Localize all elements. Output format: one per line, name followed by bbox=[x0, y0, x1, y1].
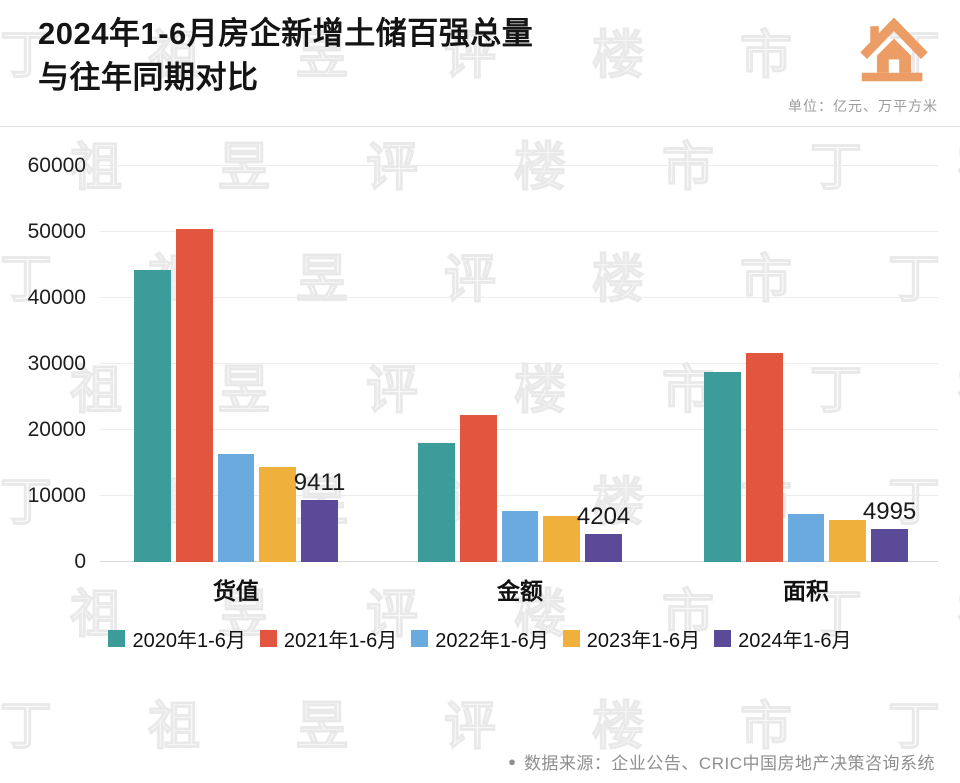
bar-s1-c2 bbox=[745, 352, 783, 562]
y-axis-tick-label: 20000 bbox=[27, 418, 86, 442]
y-axis-tick-label: 30000 bbox=[27, 352, 86, 375]
legend-label: 2021年1-6月 bbox=[283, 630, 398, 652]
bar-s0-c0 bbox=[134, 270, 171, 562]
bar-s4-c2: 4995 bbox=[863, 498, 916, 562]
legend-label: 2020年1-6月 bbox=[132, 630, 246, 652]
bar-s3-c2 bbox=[829, 520, 867, 562]
page-title-line-2: 与往年同期对比 bbox=[38, 60, 259, 96]
bar-s0-c2 bbox=[704, 371, 741, 562]
data-source-text: 数据来源：企业公告、CRIC中国房地产决策咨询系统 bbox=[523, 754, 935, 773]
bar-s1-c0 bbox=[175, 229, 213, 562]
bar-s2-c0 bbox=[217, 454, 255, 562]
legend-item-4: 2024年1-6月 bbox=[714, 624, 852, 653]
bullet-icon: ● bbox=[508, 754, 516, 769]
watermark-text: 丁祖昱评楼市丁祖昱评楼市丁祖昱评楼市 bbox=[0, 697, 960, 756]
bar-group-1: 4204 bbox=[418, 166, 630, 562]
legend-swatch-icon bbox=[259, 630, 277, 647]
bar-value-label: 4995 bbox=[862, 498, 917, 526]
bar-s2-c2 bbox=[787, 514, 825, 562]
bar-group-0: 9411 bbox=[134, 166, 345, 562]
y-axis-tick-label: 40000 bbox=[27, 286, 86, 310]
legend-item-1: 2021年1-6月 bbox=[259, 624, 398, 653]
bar-s0-c1 bbox=[418, 443, 455, 562]
bar-s3-c1 bbox=[543, 515, 581, 562]
chart-plot: 0 10000 20000 30000 40000 50000 60000 9411 4204 4… bbox=[28, 154, 938, 573]
chart-legend: 2020年1-6月 2021年1-6月 2022年1-6月 2023年1-6月 2024… bbox=[0, 624, 960, 653]
page-title: 2024年1-6月房企新增土储百强总量 与往年同期对比 bbox=[38, 12, 533, 100]
gridline bbox=[100, 231, 938, 232]
bar-value-label: 4204 bbox=[576, 503, 631, 531]
bar-s3-c0 bbox=[259, 466, 297, 562]
legend-swatch-icon bbox=[108, 630, 126, 647]
bar-value-label: 9411 bbox=[293, 468, 346, 496]
gridline bbox=[100, 495, 938, 497]
legend-swatch-icon bbox=[714, 630, 732, 647]
page-title-line-1: 2024年1-6月房企新增土储百强总量 bbox=[38, 16, 534, 51]
gridline bbox=[100, 429, 938, 431]
unit-label: 单位：亿元、万平方米 bbox=[788, 98, 938, 114]
legend-swatch-icon bbox=[562, 630, 580, 647]
bar-group-2: 4995 bbox=[704, 166, 916, 562]
legend-label: 2024年1-6月 bbox=[738, 630, 852, 652]
bar-s4-c1: 4204 bbox=[577, 503, 630, 562]
x-axis-label-0: 货值 bbox=[213, 578, 259, 604]
data-source-footer: ● 数据来源：企业公告、CRIC中国房地产决策咨询系统 bbox=[508, 749, 935, 774]
legend-label: 2023年1-6月 bbox=[586, 630, 701, 652]
header-divider bbox=[0, 126, 960, 127]
legend-swatch-icon bbox=[411, 630, 429, 647]
bar-s1-c1 bbox=[459, 414, 497, 562]
legend-item-0: 2020年1-6月 bbox=[108, 624, 246, 653]
legend-label: 2022年1-6月 bbox=[435, 630, 549, 652]
y-axis-tick-label: 10000 bbox=[27, 484, 86, 508]
y-axis-tick-label: 50000 bbox=[27, 220, 86, 243]
x-axis-label-2: 面积 bbox=[783, 578, 829, 604]
legend-item-2: 2022年1-6月 bbox=[411, 624, 549, 653]
bar-s2-c1 bbox=[501, 511, 539, 562]
y-axis-tick-label: 0 bbox=[74, 550, 86, 573]
bar-s4-c0: 9411 bbox=[294, 469, 345, 562]
gridline bbox=[100, 363, 938, 364]
y-axis-tick-label: 60000 bbox=[27, 154, 86, 177]
x-axis-label-1: 金额 bbox=[497, 578, 543, 604]
header: 2024年1-6月房企新增土储百强总量 与往年同期对比 单位：亿元、万平方米 bbox=[0, 0, 960, 126]
legend-item-3: 2023年1-6月 bbox=[562, 624, 701, 653]
house-icon bbox=[860, 17, 928, 82]
gridline bbox=[100, 297, 938, 299]
gridline bbox=[100, 165, 938, 166]
x-axis-labels: 货值 金额 面积 bbox=[100, 572, 938, 604]
